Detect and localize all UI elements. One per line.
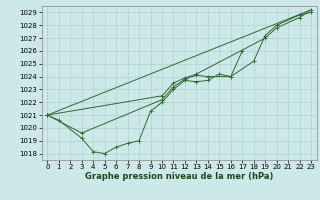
X-axis label: Graphe pression niveau de la mer (hPa): Graphe pression niveau de la mer (hPa) (85, 172, 273, 181)
